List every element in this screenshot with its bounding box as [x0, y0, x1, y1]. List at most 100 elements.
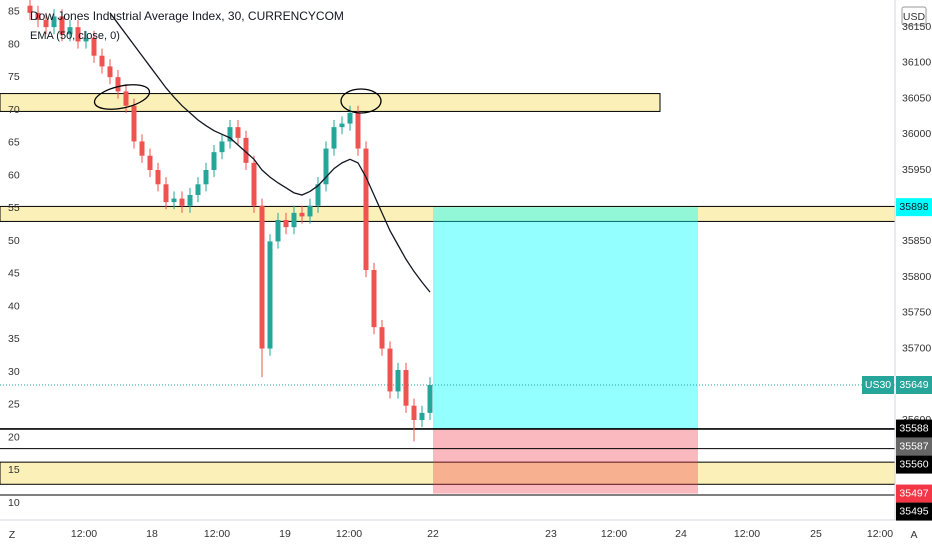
price-label: 35495 [899, 505, 928, 517]
y-tick-label: 36000 [902, 128, 931, 140]
left-tick-label: 85 [8, 6, 20, 18]
price-label-bg [896, 376, 932, 394]
x-tick-label: 23 [545, 528, 557, 540]
candle-body [67, 27, 73, 35]
candle-body [27, 5, 33, 13]
symbol-label-bg [862, 376, 894, 394]
candle-body [75, 27, 81, 42]
candle-body [235, 127, 241, 138]
left-tick-label: 80 [8, 38, 20, 50]
candle-body [323, 148, 329, 185]
candle-body [339, 123, 345, 128]
candle-body [371, 270, 377, 328]
left-tick-label: 60 [8, 169, 20, 181]
y-tick-label: 35700 [902, 342, 931, 354]
candle-body [35, 12, 41, 20]
indicator-label: EMA (50, close, 0) [30, 30, 120, 42]
candle-body [147, 155, 153, 170]
currency-box[interactable] [901, 6, 927, 26]
candle-body [91, 37, 97, 56]
candle-body [155, 170, 161, 185]
candle-body [331, 127, 337, 149]
x-tick-label: 25 [810, 528, 822, 540]
profit-zone [433, 207, 698, 429]
candle-body [115, 77, 121, 92]
loss-zone [433, 428, 698, 494]
price-label-bg [896, 455, 932, 474]
left-tick-label: 65 [8, 137, 20, 149]
candle-body [163, 184, 169, 203]
y-tick-label: 36050 [902, 92, 931, 104]
x-tick-label: 12:00 [336, 528, 362, 540]
corner-left[interactable]: Z [9, 529, 16, 541]
price-label-bg [896, 419, 932, 438]
candle-body [171, 198, 177, 203]
y-tick-label: 36150 [902, 21, 931, 33]
candle-body [283, 220, 289, 228]
candle-body [203, 170, 209, 185]
candle-body [99, 55, 105, 67]
candle-body [379, 327, 385, 349]
candle-body [251, 162, 257, 206]
candle-body [275, 220, 281, 242]
left-tick-label: 20 [8, 431, 20, 443]
annotation-circle [93, 84, 151, 110]
left-tick-label: 70 [8, 104, 20, 116]
x-tick-label: 22 [427, 528, 439, 540]
price-label: 35587 [899, 440, 928, 452]
chart-title: Dow Jones Industrial Average Index, 30, … [30, 9, 344, 23]
y-tick-label: 35950 [902, 164, 931, 176]
left-tick-label: 40 [8, 300, 20, 312]
left-tick-label: 35 [8, 333, 20, 345]
y-tick-label: 35850 [902, 235, 931, 247]
y-tick-label: 36100 [902, 57, 931, 69]
left-tick-label: 55 [8, 202, 20, 214]
annotation-circle [340, 88, 382, 114]
x-tick-label: 19 [279, 528, 291, 540]
price-label-bg [896, 198, 932, 217]
candle-body [219, 141, 225, 153]
symbol-label: US30 [865, 379, 891, 391]
candle-body [307, 205, 313, 217]
price-label: 35497 [899, 487, 928, 499]
candle-body [227, 127, 233, 142]
candle-body [107, 66, 113, 78]
candle-body [131, 105, 137, 142]
candle-body [211, 152, 217, 170]
x-tick-label: 12:00 [71, 528, 97, 540]
price-label-bg [896, 484, 932, 503]
x-tick-label: 24 [675, 528, 687, 540]
left-tick-label: 30 [8, 366, 20, 378]
price-label: 35898 [899, 201, 928, 213]
candle-body [403, 370, 409, 406]
left-tick-label: 75 [8, 71, 20, 83]
candle-body [243, 137, 249, 163]
corner-right[interactable]: A [910, 529, 917, 541]
candle-body [427, 385, 433, 413]
x-tick-label: 12:00 [204, 528, 230, 540]
candle-body [395, 370, 401, 392]
left-tick-label: 10 [8, 497, 20, 509]
candle-body [195, 184, 201, 195]
candle-body [363, 148, 369, 270]
left-tick-label: 45 [8, 268, 20, 280]
candle-body [315, 184, 321, 206]
plot-area [0, 0, 896, 496]
left-tick-label: 15 [8, 464, 20, 476]
candle-body [267, 241, 273, 349]
y-tick-label: 35800 [902, 271, 931, 283]
price-label: 35560 [899, 458, 928, 470]
candle-body [179, 198, 185, 206]
price-label-bg [896, 437, 932, 456]
price-label: 35649 [899, 379, 928, 391]
left-tick-label: 25 [8, 399, 20, 411]
left-tick-label: 50 [8, 235, 20, 247]
currency[interactable]: USD [903, 11, 926, 23]
x-tick-label: 12:00 [734, 528, 760, 540]
candle-body [187, 195, 193, 206]
candle-body [411, 405, 417, 420]
zone [0, 93, 661, 112]
x-tick-label: 12:00 [601, 528, 627, 540]
